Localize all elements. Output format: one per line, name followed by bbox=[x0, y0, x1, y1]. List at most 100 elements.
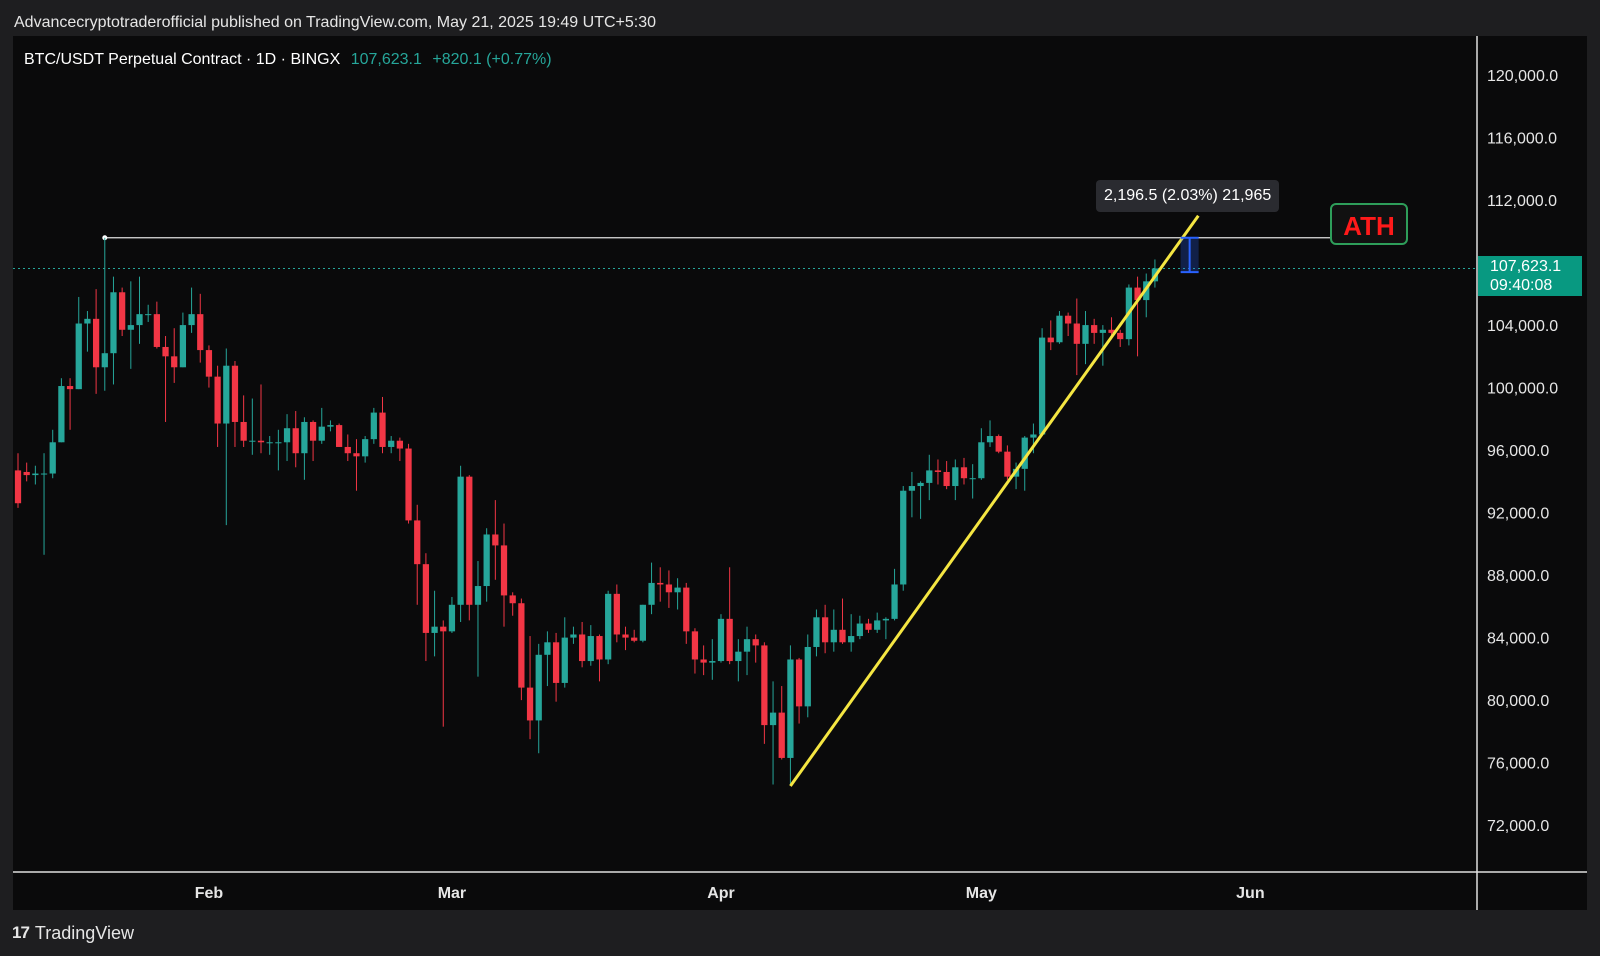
candle-body bbox=[309, 421, 317, 441]
x-tick-label: Apr bbox=[707, 885, 735, 902]
candle-body bbox=[665, 584, 673, 593]
candle-body bbox=[882, 618, 890, 621]
candle-body bbox=[205, 350, 213, 377]
candle-body bbox=[14, 470, 22, 504]
candle-body bbox=[761, 645, 768, 726]
candle-body bbox=[830, 629, 837, 643]
support-trendline bbox=[789, 214, 1200, 787]
candle-body bbox=[405, 448, 412, 521]
candle-body bbox=[84, 318, 91, 324]
candle-body bbox=[605, 593, 612, 660]
candle-body bbox=[1004, 451, 1011, 477]
candle-body bbox=[795, 659, 803, 707]
candle-body bbox=[526, 687, 534, 721]
candle-body bbox=[240, 421, 247, 441]
x-tick-label: May bbox=[966, 885, 997, 902]
current-price-value: 107,623.1 bbox=[1490, 258, 1562, 275]
candle-body bbox=[127, 325, 134, 330]
candle-body bbox=[327, 425, 334, 427]
candle-body bbox=[769, 712, 777, 726]
candle-body bbox=[466, 476, 473, 605]
candle-body bbox=[561, 637, 568, 683]
candle-body bbox=[1047, 337, 1054, 343]
candle-body bbox=[743, 639, 751, 652]
candle-body bbox=[500, 545, 508, 596]
last-price-label: 107,623.1 bbox=[350, 51, 422, 68]
candle-body bbox=[1117, 332, 1124, 340]
candle-body bbox=[40, 473, 48, 475]
candle-body bbox=[1108, 329, 1115, 333]
y-tick-label: 72,000.0 bbox=[1487, 818, 1549, 835]
candle-body bbox=[66, 386, 74, 390]
y-tick-label: 104,000.0 bbox=[1487, 318, 1558, 335]
candle-body bbox=[683, 587, 690, 632]
candle-body bbox=[978, 442, 985, 479]
symbol-legend[interactable]: BTC/USDT Perpetual Contract · 1D · BINGX… bbox=[24, 50, 552, 70]
y-tick-label: 80,000.0 bbox=[1487, 693, 1549, 710]
candle-body bbox=[414, 520, 421, 565]
candle-body bbox=[483, 534, 490, 587]
ath-label-box[interactable]: ATH bbox=[1330, 203, 1408, 245]
candle-body bbox=[700, 659, 707, 663]
candle-body bbox=[145, 314, 152, 316]
candle-body bbox=[344, 446, 351, 454]
bar-countdown: 09:40:08 bbox=[1490, 277, 1553, 294]
candle-body bbox=[552, 642, 560, 683]
candle-body bbox=[917, 482, 924, 487]
candle-body bbox=[1056, 315, 1063, 343]
candle-body bbox=[717, 618, 725, 662]
candle-body bbox=[535, 654, 542, 721]
candle-body bbox=[119, 292, 126, 330]
y-tick-label: 120,000.0 bbox=[1487, 68, 1558, 85]
x-tick-label: Mar bbox=[438, 885, 466, 902]
x-tick-label: Feb bbox=[195, 885, 224, 902]
candle-body bbox=[214, 376, 221, 424]
candle-body bbox=[318, 426, 325, 441]
candle-body bbox=[865, 623, 872, 630]
candle-body bbox=[1030, 434, 1037, 438]
y-tick-label: 76,000.0 bbox=[1487, 756, 1549, 773]
candle-body bbox=[960, 467, 968, 479]
candle-body bbox=[848, 636, 855, 643]
candle-body bbox=[1073, 323, 1080, 344]
candle-body bbox=[1091, 325, 1098, 333]
candle-body bbox=[674, 587, 681, 593]
tradingview-logo-icon: 17 bbox=[12, 923, 30, 942]
candle-body bbox=[709, 661, 716, 663]
candle-body bbox=[171, 356, 178, 368]
candle-body bbox=[179, 325, 187, 368]
candle-body bbox=[92, 318, 100, 368]
candle-body bbox=[839, 629, 846, 643]
price-change-label: +820.1 (+0.77%) bbox=[432, 51, 552, 68]
candle-body bbox=[822, 617, 829, 643]
y-tick-label: 112,000.0 bbox=[1487, 193, 1557, 210]
published-header: Advancecryptotraderofficial published on… bbox=[14, 10, 656, 36]
y-tick-label: 100,000.0 bbox=[1487, 381, 1558, 398]
y-tick-label: 84,000.0 bbox=[1487, 631, 1549, 648]
candle-body bbox=[856, 623, 863, 637]
candle-body bbox=[49, 442, 56, 474]
candle-body bbox=[474, 586, 482, 605]
published-text: Advancecryptotraderofficial published on… bbox=[14, 14, 657, 31]
candle-body bbox=[75, 323, 82, 390]
candle-body bbox=[735, 651, 742, 662]
tradingview-footer[interactable]: 17 TradingView bbox=[12, 920, 134, 946]
y-tick-label: 88,000.0 bbox=[1487, 568, 1549, 585]
candle-body bbox=[943, 471, 950, 487]
candle-body bbox=[448, 604, 456, 632]
candle-body bbox=[440, 626, 447, 632]
candle-body bbox=[32, 473, 39, 476]
candle-body bbox=[223, 365, 230, 424]
y-tick-label: 116,000.0 bbox=[1487, 131, 1557, 148]
candle-body bbox=[162, 346, 169, 357]
measure-tooltip: 2,196.5 (2.03%) 21,965 bbox=[1096, 180, 1280, 212]
chart-frame[interactable] bbox=[13, 36, 1587, 910]
symbol-label: BTC/USDT Perpetual Contract · 1D · BINGX bbox=[24, 51, 341, 68]
candle-body bbox=[188, 314, 195, 326]
candle-body bbox=[197, 314, 204, 351]
candle-body bbox=[804, 646, 811, 707]
candle-body bbox=[969, 478, 976, 480]
candle-body bbox=[578, 634, 586, 662]
candle-body bbox=[613, 593, 620, 635]
